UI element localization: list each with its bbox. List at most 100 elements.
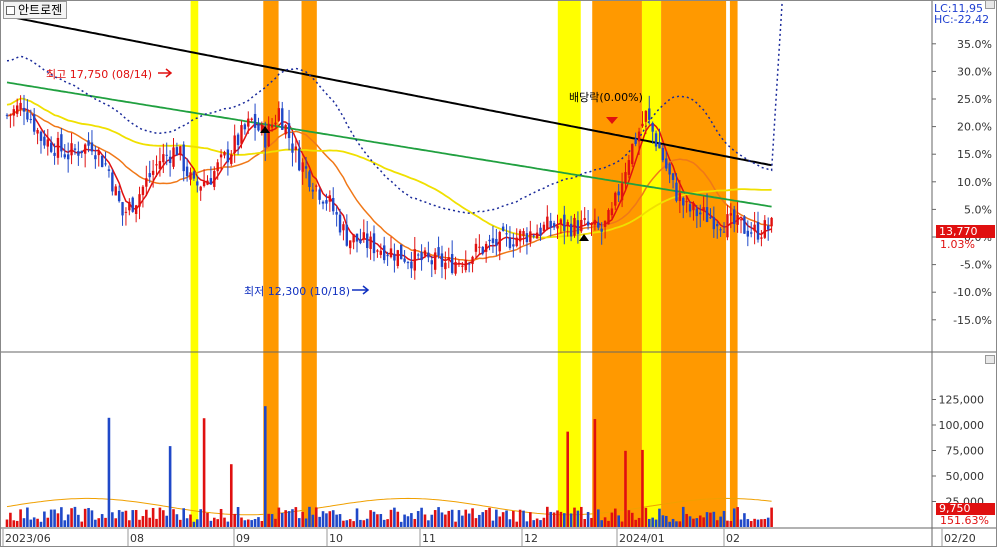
candle-body	[705, 207, 709, 222]
hc-label: HC:-22,42	[934, 13, 990, 26]
candle-body	[678, 193, 682, 201]
candle-body	[627, 160, 631, 175]
volume-bar	[403, 514, 406, 527]
volume-bar	[396, 511, 400, 527]
volume-bar	[246, 519, 250, 527]
candle-body	[49, 142, 53, 152]
volume-bar	[328, 511, 332, 527]
volume-bar	[294, 507, 298, 527]
candle-body	[464, 259, 467, 271]
candle-body	[46, 139, 49, 147]
volume-bar	[722, 510, 726, 527]
candle-body	[342, 224, 345, 231]
panel-scroll-button[interactable]	[985, 0, 995, 9]
volume-bar	[53, 509, 56, 527]
candle-body	[298, 148, 301, 171]
volume-bar	[685, 513, 688, 527]
candle-body	[104, 163, 107, 165]
candle-body	[549, 220, 552, 228]
collapse-icon[interactable]	[6, 5, 15, 15]
date-tick-label: 2024/01	[619, 532, 665, 545]
candle-body	[250, 118, 253, 120]
volume-bar	[501, 512, 505, 527]
candle-body	[481, 246, 484, 254]
candle-body	[457, 262, 461, 265]
volume-bar	[393, 507, 396, 527]
candle-body	[637, 131, 641, 142]
volume-bar	[321, 511, 325, 527]
candle-body	[610, 208, 614, 216]
candle-body	[430, 260, 433, 265]
candle-body	[87, 140, 90, 146]
candle-body	[107, 169, 111, 171]
volume-bar	[576, 510, 580, 527]
volume-bar	[73, 506, 77, 527]
volume-bar	[695, 518, 699, 527]
candle-body	[461, 265, 464, 267]
candle-body	[593, 219, 597, 225]
volume-bar	[613, 508, 617, 527]
candle-body	[294, 146, 298, 150]
candle-body	[128, 201, 131, 211]
candle-body	[695, 208, 699, 217]
candle-body	[56, 137, 60, 158]
candle-body	[287, 123, 291, 139]
volume-bar	[128, 520, 131, 527]
volume-bar	[641, 449, 644, 527]
candle-body	[36, 129, 39, 134]
stock-title[interactable]: 안트로젠	[3, 1, 68, 19]
candle-body	[393, 253, 396, 261]
signal-markers	[158, 68, 618, 295]
volume-bar	[546, 506, 549, 527]
volume-bar	[209, 520, 213, 527]
volume-bar	[36, 518, 39, 527]
volume-bar	[151, 508, 155, 527]
volume-bar	[569, 513, 573, 527]
candle-body	[427, 252, 430, 258]
candle-body	[369, 236, 372, 249]
candle-body	[355, 233, 359, 242]
volume-bar	[399, 521, 403, 527]
candle-body	[165, 154, 168, 156]
volume-bar	[362, 520, 366, 527]
candle-body	[372, 233, 376, 254]
volume-bar	[423, 514, 427, 527]
candle-body	[301, 162, 304, 172]
price-tick-label: 5.0%	[964, 203, 992, 216]
price-tick-label: 30.0%	[957, 65, 992, 78]
candle-body	[491, 238, 495, 244]
candle-body	[366, 233, 369, 249]
candle-body	[406, 262, 410, 264]
candle-body	[518, 230, 522, 242]
volume-bar	[49, 509, 53, 527]
candle-body	[525, 233, 529, 243]
date-tick-label: 12	[524, 532, 538, 545]
candle-body	[709, 217, 712, 219]
date-tick-label: 10	[329, 532, 343, 545]
volume-bar	[671, 518, 675, 527]
highlight-bands	[190, 0, 738, 527]
volume-bar	[155, 518, 158, 527]
highlight-band-yellow	[190, 0, 199, 527]
candle-body	[532, 235, 535, 237]
stock-name: 안트로젠	[18, 3, 63, 17]
volume-bar	[692, 518, 695, 527]
volume-bar	[165, 515, 169, 527]
candle-body	[192, 171, 196, 179]
candle-body	[563, 214, 566, 231]
candle-body	[580, 219, 583, 232]
volume-bar	[715, 520, 719, 527]
candle-body	[291, 143, 294, 153]
candle-body	[746, 230, 750, 237]
volume-bar	[199, 509, 202, 527]
volume-bar	[253, 518, 257, 527]
volume-bar	[304, 518, 308, 527]
volume-bar	[5, 519, 9, 527]
volume-bar	[539, 520, 542, 527]
volume-panel-button[interactable]	[985, 355, 995, 364]
candle-body	[488, 239, 491, 242]
candle-body	[739, 219, 743, 221]
volume-bar	[243, 520, 247, 527]
volume-bar	[192, 521, 196, 527]
volume-bar	[427, 520, 430, 527]
